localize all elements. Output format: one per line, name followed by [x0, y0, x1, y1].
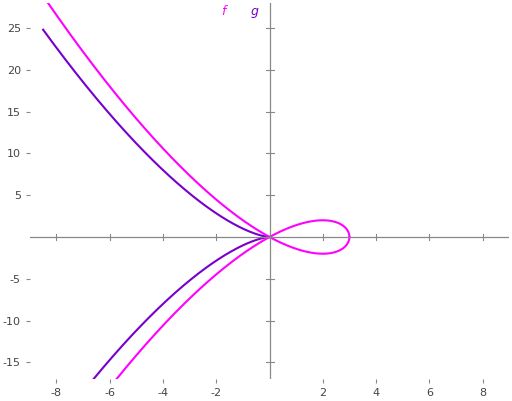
Text: f: f	[222, 5, 226, 18]
Text: g: g	[251, 5, 259, 18]
